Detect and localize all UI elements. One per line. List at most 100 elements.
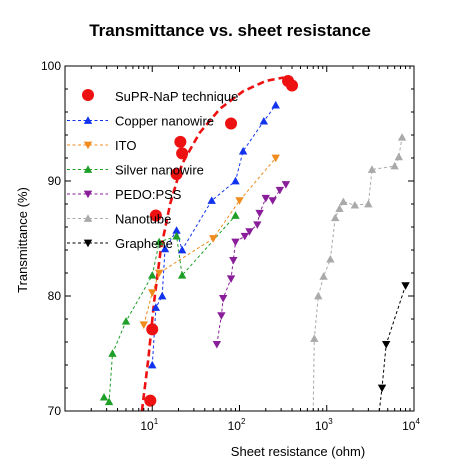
legend-label-copper-nanowire: Copper nanowire [115, 114, 214, 129]
pedo-pss-point [231, 238, 240, 247]
pedo-pss-point [275, 186, 285, 195]
supr-nap-technique-point [176, 147, 189, 160]
legend-item-copper-nanowire: Copper nanowire [67, 114, 214, 129]
supr-nap-technique-point [170, 168, 183, 181]
copper-nanowire-point [157, 291, 167, 300]
copper-nanowire-point [271, 100, 280, 109]
nanotube-point [350, 200, 360, 209]
pedo-pss-point [218, 294, 228, 303]
ito-line [143, 157, 277, 325]
silver-nanowire-point [121, 317, 131, 325]
nanotube-point [339, 197, 348, 206]
copper-nanowire-point [259, 117, 269, 125]
copper-nanowire-point [207, 196, 216, 204]
axis-ticks: 70 80 90 100 101 102 103 104 [41, 59, 420, 433]
copper-nanowire-point [172, 226, 181, 234]
x-tick-label: 103 [315, 417, 333, 433]
pedo-pss-line [216, 184, 287, 345]
legend-marker-pedo-pss [83, 190, 93, 199]
y-tick-label: 70 [48, 404, 62, 418]
supr-nap-technique-point [225, 117, 238, 130]
silver-nanowire-point [108, 349, 117, 357]
x-tick-label: 102 [228, 417, 246, 433]
legend-marker-ito [83, 141, 93, 150]
pedo-pss-point [268, 197, 277, 205]
ito-point [235, 197, 244, 205]
supr-nap-technique-point [286, 79, 299, 92]
pedo-pss-point [212, 340, 222, 349]
supr-nap-technique-point [146, 323, 159, 336]
legend-label-graphene: Graphene [115, 236, 173, 251]
copper-nanowire-point [148, 360, 157, 369]
silver-nanowire-point [172, 232, 181, 240]
y-tick-label: 80 [48, 289, 62, 303]
x-axis-label: Sheet resistance (ohm) [231, 444, 365, 459]
legend: SuPR-NaP technique Copper nanowire ITO Silv… [67, 89, 238, 251]
ito-point [271, 154, 280, 163]
supr-nap-technique-point [149, 209, 162, 222]
legend-label-supr-nap-technique: SuPR-NaP technique [115, 89, 238, 104]
ito-point [154, 269, 164, 278]
nanotube-point [364, 199, 373, 208]
chart-title: Transmittance vs. sheet resistance [89, 21, 371, 40]
pedo-pss-point [281, 181, 291, 189]
supr-nap-technique-fit-curve [140, 76, 284, 411]
copper-nanowire-point [231, 176, 240, 185]
nanotube-point [310, 334, 319, 342]
copper-nanowire-point [160, 244, 170, 253]
pedo-pss-point [240, 232, 249, 241]
graphene-point [381, 340, 391, 349]
nanotube-point [394, 152, 404, 161]
silver-nanowire-point [177, 271, 187, 279]
y-axis-label: Transmittance (%) [15, 187, 30, 293]
copper-nanowire-point [177, 245, 187, 254]
silver-nanowire-point [231, 211, 240, 219]
y-tick-label: 100 [41, 59, 61, 73]
nanotube-point [390, 161, 399, 170]
legend-marker-copper-nanowire [83, 116, 93, 124]
copper-nanowire-point [151, 303, 161, 311]
legend-item-supr-nap-technique: SuPR-NaP technique [82, 89, 238, 104]
nanotube-point [331, 213, 340, 222]
silver-nanowire-point [104, 397, 114, 406]
legend-item-silver-nanowire: Silver nanowire [67, 163, 204, 178]
pedo-pss-point [226, 275, 236, 283]
nanotube-line [312, 137, 403, 411]
nanotube-point [335, 204, 344, 212]
legend-item-nanotube: Nanotube [67, 212, 171, 227]
plot-area [99, 74, 410, 411]
nanotube-point [326, 255, 335, 263]
legend-label-ito: ITO [115, 138, 136, 153]
supr-nap-technique-point [144, 394, 157, 407]
legend-marker-graphene [83, 239, 93, 248]
silver-nanowire-point [99, 393, 109, 401]
pedo-pss-point [253, 221, 262, 229]
y-tick-label: 90 [48, 174, 62, 188]
nanotube-point [367, 165, 377, 173]
supr-nap-technique-point [174, 135, 187, 148]
nanotube-point [397, 133, 407, 141]
nanotube-point [314, 291, 323, 300]
silver-nanowire-point [148, 271, 157, 279]
legend-marker-nanotube [83, 214, 93, 222]
legend-item-pedo-pss: PEDO:PSS [67, 187, 182, 202]
copper-nanowire-point [238, 146, 248, 155]
nanotube-point [319, 272, 328, 280]
legend-label-nanotube: Nanotube [115, 212, 171, 227]
pedo-pss-point [255, 209, 264, 218]
pedo-pss-point [261, 194, 270, 203]
pedo-pss-point [245, 228, 254, 236]
silver-nanowire-point [154, 237, 164, 246]
x-tick-label: 104 [402, 417, 420, 433]
legend-marker-silver-nanowire [83, 165, 93, 173]
pedo-pss-point [217, 312, 226, 320]
legend-label-pedo-pss: PEDO:PSS [115, 187, 182, 202]
ito-point [148, 289, 157, 297]
graphene-point [401, 282, 410, 290]
ito-point [209, 235, 218, 243]
legend-item-ito: ITO [67, 138, 136, 153]
graphene-point [377, 384, 387, 393]
pedo-pss-point [229, 256, 238, 265]
legend-marker-supr-nap-technique [82, 89, 94, 101]
